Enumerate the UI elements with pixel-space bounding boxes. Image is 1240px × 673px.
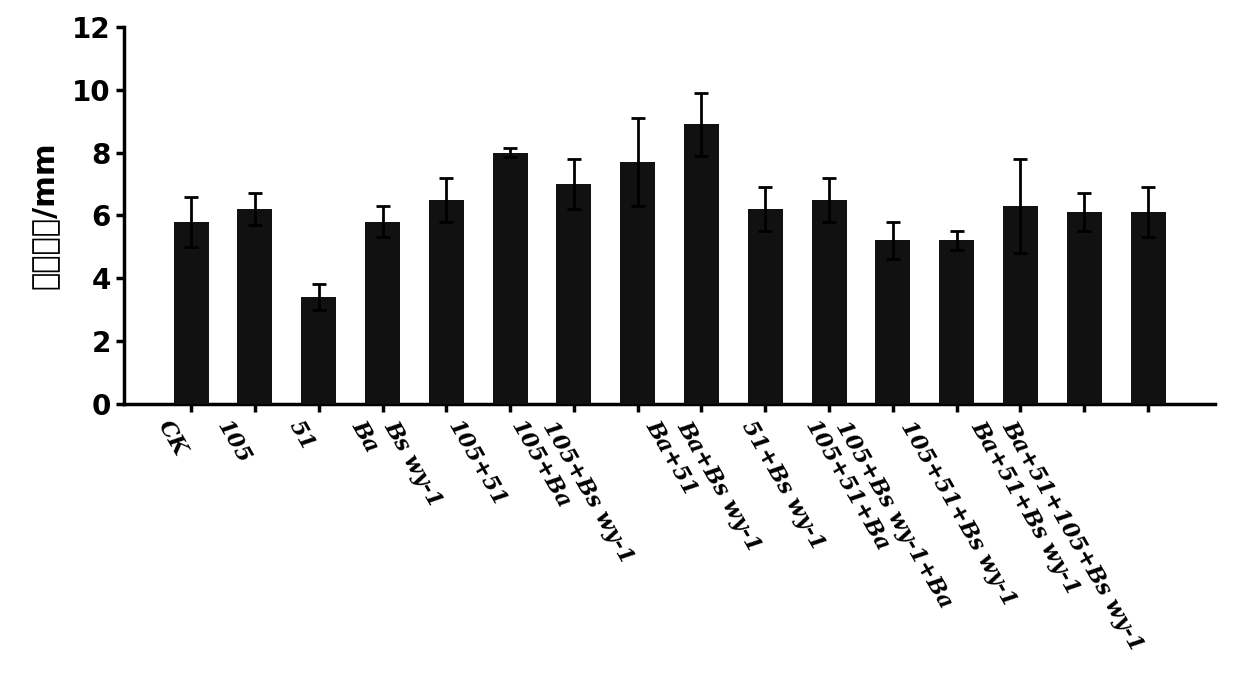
Bar: [429, 200, 464, 404]
Bar: [237, 209, 273, 404]
Bar: [811, 200, 847, 404]
Bar: [748, 209, 782, 404]
Y-axis label: 抑菌距离/mm: 抑菌距离/mm: [30, 141, 58, 289]
Bar: [620, 162, 655, 404]
Bar: [1003, 206, 1038, 404]
Bar: [557, 184, 591, 404]
Bar: [301, 297, 336, 404]
Bar: [875, 240, 910, 404]
Bar: [939, 240, 975, 404]
Bar: [1131, 212, 1166, 404]
Bar: [1066, 212, 1102, 404]
Bar: [492, 153, 528, 404]
Bar: [365, 221, 401, 404]
Bar: [684, 125, 719, 404]
Bar: [174, 221, 208, 404]
